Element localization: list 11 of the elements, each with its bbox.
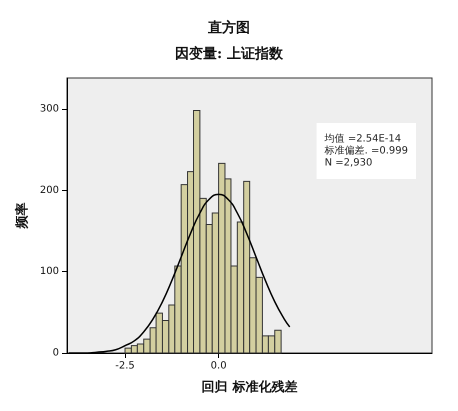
y-tick-label: 0 [52,348,59,358]
chart-subtitle: 因变量: 上证指数 [174,45,284,62]
y-tick-label: 200 [40,184,59,196]
y-axis-title: 频率 [14,202,30,230]
chart-title: 直方图 [207,19,250,36]
y-tick-label: 100 [40,266,59,278]
x-tick-label: 0.0 [210,360,227,372]
annotation: 均值 =2.54E-14 标准偏差. =0.999 N =2,930 [324,132,408,168]
y-tick-label: 300 [40,103,59,114]
x-tick-label: -2.5 [115,360,135,372]
x-axis-title: 回归 标准化残差 [202,379,298,395]
